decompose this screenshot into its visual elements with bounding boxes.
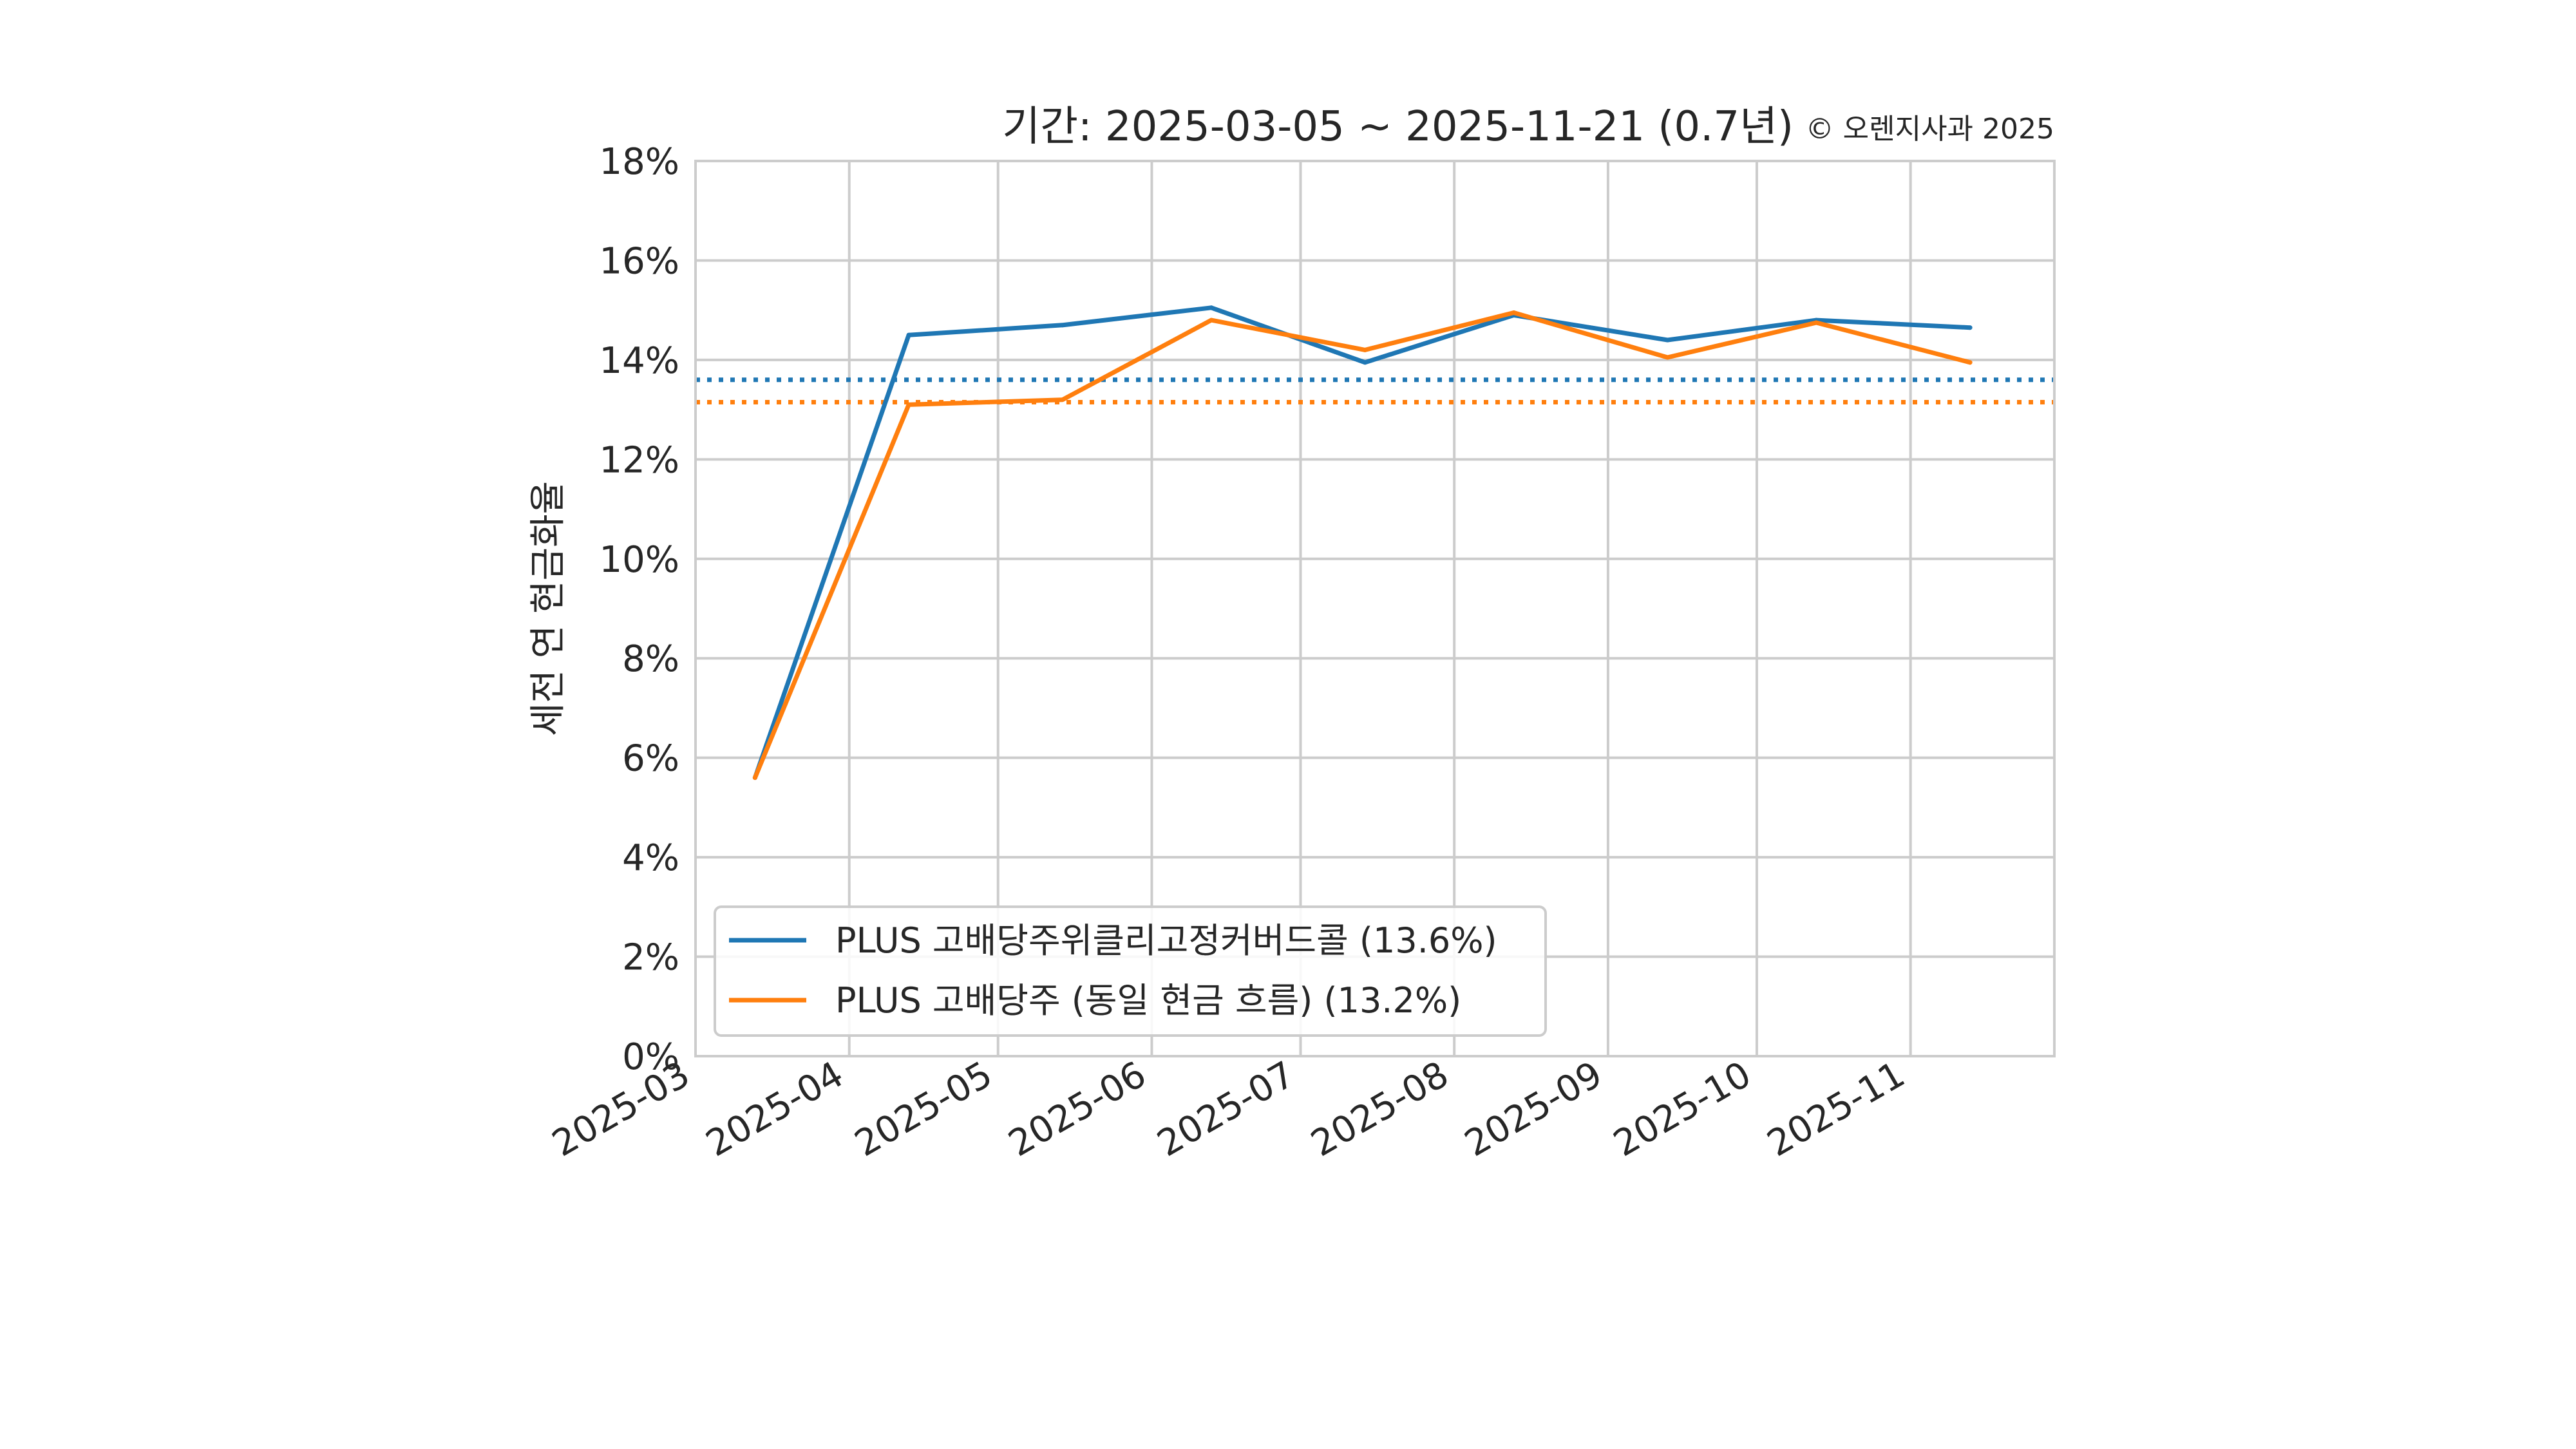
data-point-series-1 <box>1209 305 1214 310</box>
data-point-series-1 <box>1060 323 1065 328</box>
x-tick-label: 2025-03 <box>545 1054 697 1165</box>
x-tick-label: 2025-11 <box>1761 1054 1912 1165</box>
y-tick-label: 0% <box>622 1036 679 1078</box>
data-point-series-2 <box>1814 320 1819 325</box>
legend-frame <box>714 905 1547 1037</box>
data-point-series-2 <box>1967 360 1973 365</box>
y-tick-label: 10% <box>600 539 679 581</box>
data-point-series-2 <box>1511 310 1517 316</box>
y-tick-label: 4% <box>622 837 679 879</box>
data-point-series-1 <box>1967 325 1973 330</box>
y-tick-label: 8% <box>622 638 679 680</box>
data-point-series-2 <box>1363 347 1368 352</box>
y-axis-label: 세전 연 현금화율 <box>527 481 569 736</box>
y-tick-label: 6% <box>622 738 679 780</box>
y-tick-label: 18% <box>600 141 679 183</box>
x-tick-label: 2025-04 <box>699 1054 851 1165</box>
plot-frame <box>694 160 2056 1057</box>
data-point-series-2 <box>752 775 757 781</box>
data-point-series-2 <box>906 402 911 407</box>
y-tick-label: 14% <box>600 340 679 382</box>
chart-title: 기간: 2025-03-05 ~ 2025-11-21 (0.7년) <box>1002 103 1794 151</box>
x-tick-label: 2025-07 <box>1150 1054 1302 1165</box>
legend: PLUS 고배당주위클리고정커버드콜 (13.6%) PLUS 고배당주 (동일… <box>714 905 1547 1037</box>
data-point-series-2 <box>1209 317 1214 323</box>
data-point-series-1 <box>1665 337 1670 343</box>
x-tick-label: 2025-09 <box>1458 1054 1609 1165</box>
x-tick-label: 2025-05 <box>848 1054 999 1165</box>
chart-subtitle: © 오렌지사과 2025 <box>1806 113 2054 146</box>
x-tick-label: 2025-08 <box>1304 1054 1455 1165</box>
y-tick-label: 2% <box>622 937 679 979</box>
series-lines <box>752 305 1973 781</box>
data-point-series-2 <box>1060 397 1065 402</box>
y-tick-label: 12% <box>600 439 679 481</box>
legend-label-series-1: PLUS 고배당주위클리고정커버드콜 (13.6%) <box>835 920 1497 961</box>
data-point-series-1 <box>1363 360 1368 365</box>
legend-label-series-2: PLUS 고배당주 (동일 현금 흐름) (13.2%) <box>835 980 1461 1021</box>
data-point-series-2 <box>1665 355 1670 360</box>
x-tick-label: 2025-10 <box>1607 1054 1758 1165</box>
x-tick-label: 2025-06 <box>1001 1054 1153 1165</box>
data-point-series-1 <box>906 332 911 337</box>
y-tick-labels: 0% 2% 4% 6% 8% 10% 12% 14% 16% 18% <box>600 141 679 1078</box>
y-tick-label: 16% <box>600 240 679 282</box>
